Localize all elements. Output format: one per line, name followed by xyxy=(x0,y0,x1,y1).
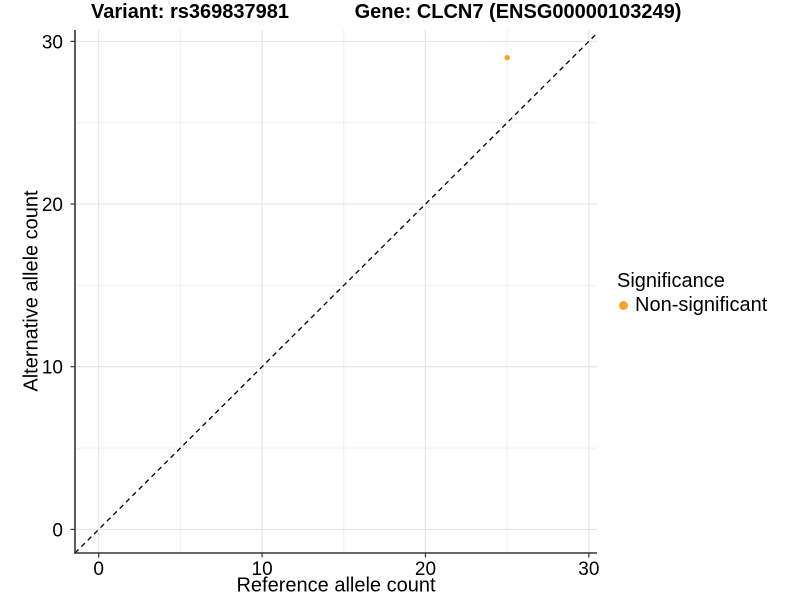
legend-item-label: Non-significant xyxy=(635,294,768,316)
gene-title: Gene: CLCN7 (ENSG00000103249) xyxy=(354,1,682,23)
variant-title: Variant: rs369837981 xyxy=(91,1,289,23)
legend-point-swatch-icon xyxy=(619,300,628,310)
legend-title: Significance xyxy=(617,270,725,292)
x-tick-label: 30 xyxy=(578,559,599,580)
y-tick-label: 0 xyxy=(52,520,63,541)
legend: Significance Non-significant xyxy=(617,270,767,316)
x-axis-title: Reference allele count xyxy=(236,574,436,597)
x-tick-label: 10 xyxy=(252,559,273,580)
y-tick-label: 30 xyxy=(42,32,63,53)
x-tick-label: 0 xyxy=(93,559,104,580)
y-axis-title: Alternative allele count xyxy=(20,190,43,392)
legend-item: Non-significant xyxy=(617,294,767,316)
y-tick-label: 20 xyxy=(42,195,63,216)
data-point xyxy=(504,54,510,61)
y-tick-label: 10 xyxy=(42,358,63,379)
x-tick-label: 20 xyxy=(415,559,436,580)
identity-line xyxy=(74,32,598,554)
